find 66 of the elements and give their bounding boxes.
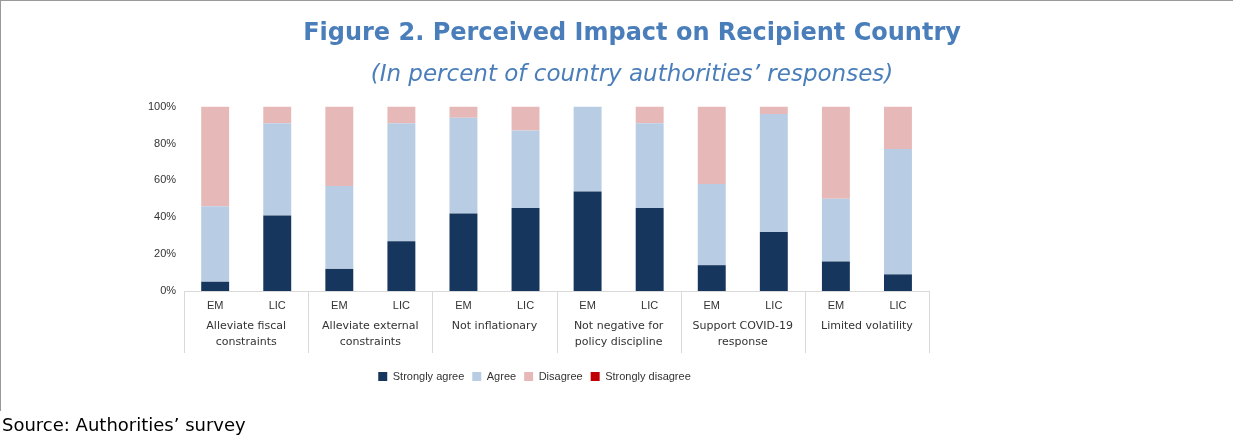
legend-label: Strongly agree (392, 369, 465, 382)
source-note: Source: Authorities’ survey (2, 414, 246, 435)
bar (697, 265, 726, 291)
bar (387, 123, 416, 242)
y-tick-label: 0% (160, 284, 177, 297)
bar (635, 106, 664, 124)
bar (201, 106, 230, 207)
bar (201, 206, 230, 282)
x-tick-label: LIC (641, 298, 659, 311)
bar (697, 184, 726, 266)
text: Not inflationary (451, 319, 538, 333)
x-tick-label: EM (827, 298, 845, 311)
bar (884, 149, 912, 275)
bar (759, 231, 788, 291)
x-tick-label: LIC (889, 298, 907, 311)
bar (201, 281, 230, 291)
bar (263, 215, 292, 291)
y-tick-label: 80% (154, 136, 177, 149)
legend-label: Agree (486, 369, 517, 382)
bar (697, 106, 726, 185)
legend-label: Strongly disagree (605, 369, 691, 382)
bar (387, 241, 416, 291)
x-tick-label: LIC (516, 298, 535, 311)
chart-title: Figure 2. Perceived Impact on Recipient Country (302, 18, 962, 46)
bar (635, 123, 664, 209)
bar (449, 117, 478, 214)
bar (511, 106, 540, 131)
x-tick-label: EM (703, 298, 720, 311)
x-tick-label: LIC (268, 298, 286, 311)
x-tick-label: EM (206, 298, 224, 311)
y-tick-label: 60% (154, 173, 177, 186)
text: Alleviate external constraints (322, 319, 419, 349)
bar (821, 106, 850, 199)
x-tick-label: LIC (392, 298, 410, 311)
bar (759, 113, 788, 232)
bar (884, 106, 912, 150)
x-tick-label: EM (331, 298, 348, 311)
text: Alleviate fiscal constraints (206, 319, 287, 349)
bar (387, 106, 416, 124)
bar (821, 198, 850, 262)
x-tick-label: LIC (765, 298, 783, 311)
x-tick-label: EM (455, 298, 472, 311)
bar (263, 106, 292, 124)
legend-label: Disagree (538, 369, 583, 382)
text: Support COVID-19 response (692, 319, 793, 349)
chart-subtitle: (In percent of country authorities’ responses) (369, 60, 895, 86)
bar (263, 123, 292, 216)
bar (573, 106, 602, 192)
bar (325, 185, 354, 269)
text: Not negative for policy discipline (573, 319, 664, 349)
text: Limited volatility (821, 319, 914, 333)
y-tick-label: 100% (147, 99, 177, 112)
bar (635, 208, 664, 291)
bar (759, 106, 788, 114)
bar (884, 274, 912, 291)
bar (511, 208, 540, 291)
bar (325, 268, 354, 291)
x-tick-label: EM (579, 298, 596, 311)
bar (449, 106, 478, 118)
bar (511, 130, 540, 209)
bar (449, 213, 478, 291)
bar (573, 191, 602, 291)
bar (325, 106, 354, 186)
y-tick-label: 40% (154, 210, 177, 223)
bar (821, 261, 850, 291)
y-tick-label: 20% (154, 247, 177, 260)
